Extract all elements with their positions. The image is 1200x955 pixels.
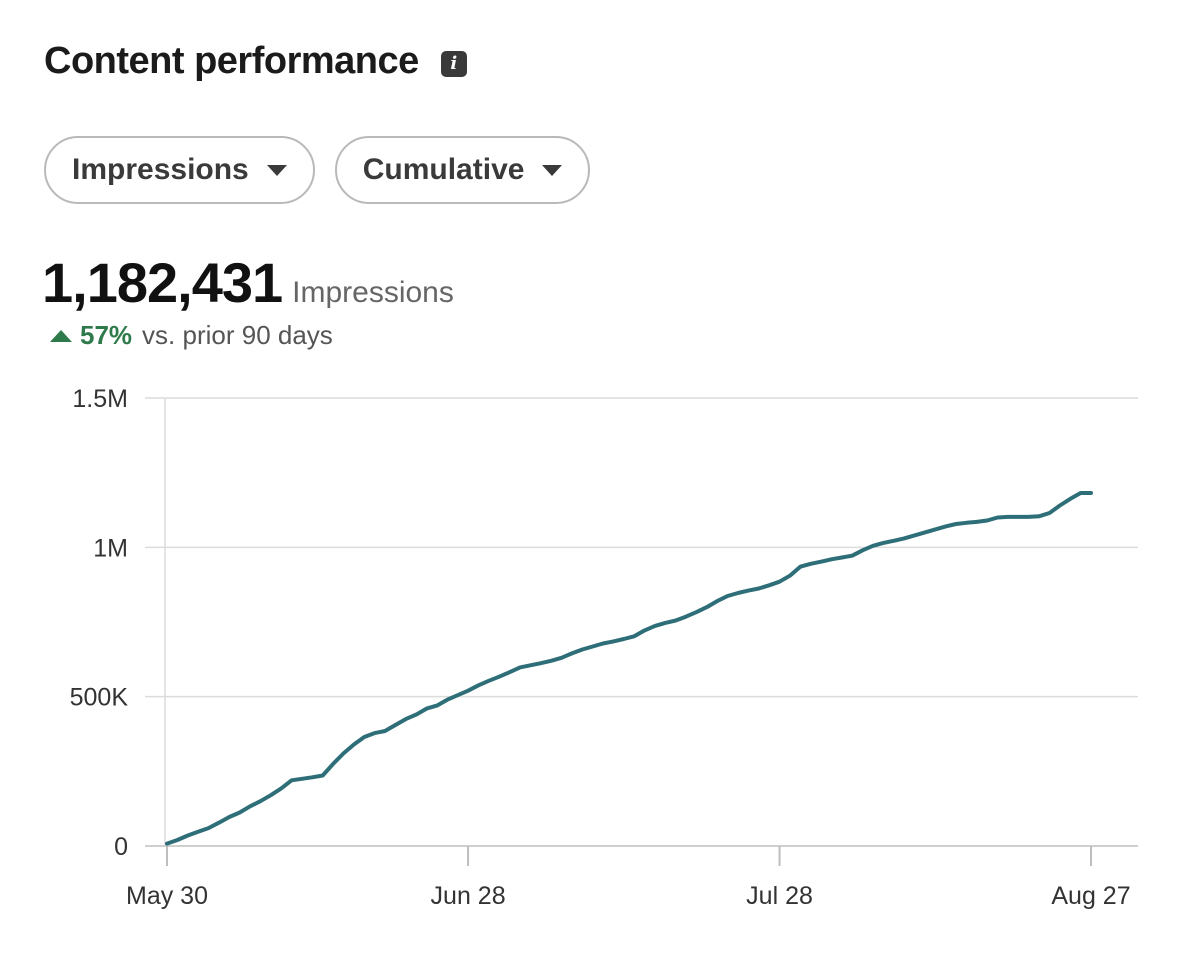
filter-bar: Impressions Cumulative <box>44 136 591 204</box>
impressions-line-chart: 0 500K 1M 1.5M May 30 Jun 28 Jul 28 Aug 27 <box>70 385 1138 910</box>
chevron-down-icon <box>542 164 563 176</box>
metric-change: 57% vs. prior 90 days <box>50 320 333 351</box>
metric-dropdown-label: Impressions <box>72 153 249 186</box>
mode-dropdown-label: Cumulative <box>362 153 525 186</box>
metric-value: 1,182,431 <box>42 251 283 314</box>
up-arrow-icon <box>50 329 72 342</box>
chevron-down-icon <box>266 164 287 176</box>
change-label: vs. prior 90 days <box>142 320 333 350</box>
y-tick-label: 0 <box>114 833 128 861</box>
mode-dropdown[interactable]: Cumulative <box>334 136 591 204</box>
change-percent: 57% <box>80 320 133 350</box>
y-tick-label: 1.5M <box>72 385 128 413</box>
info-icon[interactable]: i <box>440 50 467 77</box>
header: Content performance i <box>44 40 467 83</box>
page-title: Content performance <box>44 40 419 82</box>
x-tick-label: Aug 27 <box>1051 882 1130 910</box>
metric-label: Impressions <box>292 276 454 309</box>
y-tick-label: 1M <box>93 534 128 562</box>
x-tick-label: May 30 <box>126 882 208 910</box>
metric-summary: 1,182,431 Impressions <box>42 250 454 315</box>
series-line <box>165 491 1093 846</box>
x-tick-label: Jul 28 <box>746 882 813 910</box>
y-tick-label: 500K <box>70 684 129 712</box>
metric-dropdown[interactable]: Impressions <box>44 136 315 204</box>
x-tick-label: Jun 28 <box>431 882 506 910</box>
